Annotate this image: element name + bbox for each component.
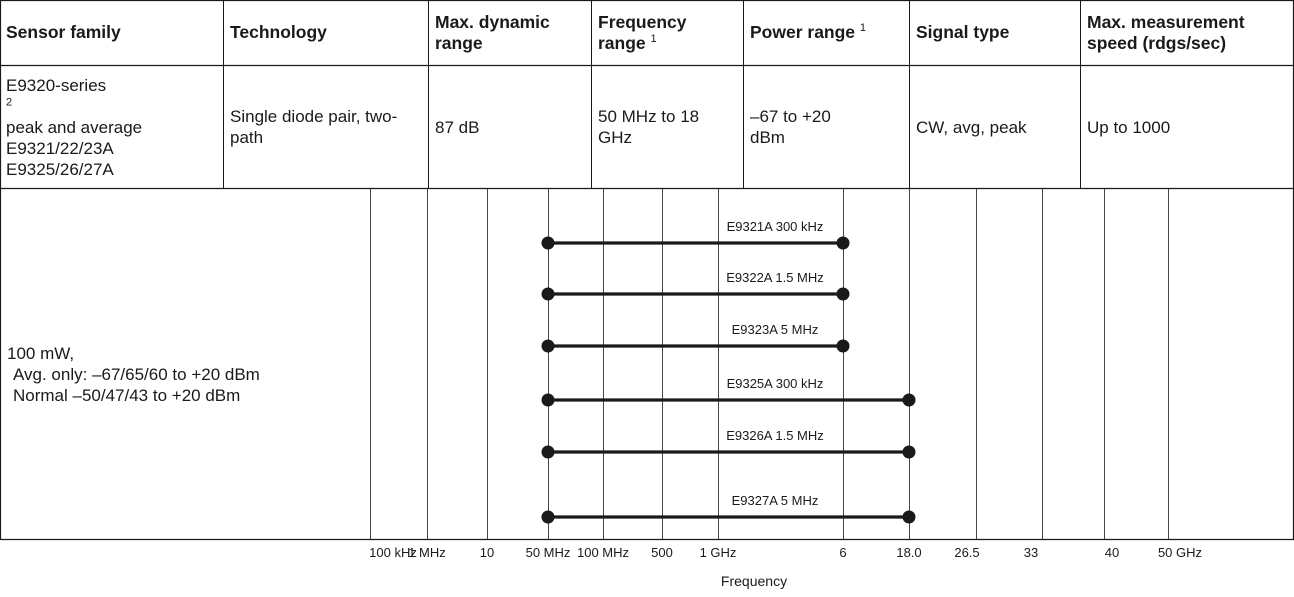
- series-e9322a: E9322A 1.5 MHz: [541, 270, 850, 301]
- cell-technology: Single diode pair, two-path: [224, 66, 414, 188]
- signal-type-value: CW, avg, peak: [916, 117, 1027, 137]
- footnote-marker: 2: [6, 95, 13, 108]
- x-tick-label: 26.5: [954, 545, 979, 560]
- series-end-point: [902, 393, 916, 407]
- series-end-point: [902, 510, 916, 524]
- series-e9321a: E9321A 300 kHz: [541, 219, 850, 250]
- footnote-marker: 1: [650, 32, 657, 45]
- series-label: E9326A 1.5 MHz: [726, 428, 824, 443]
- series-label: E9327A 5 MHz: [732, 493, 819, 508]
- dynamic-range-value: 87 dB: [435, 117, 480, 137]
- series-start-point: [541, 393, 555, 407]
- x-tick-label: 40: [1105, 545, 1119, 560]
- x-tick-label: 50 MHz: [526, 545, 571, 560]
- technology-value: Single diode pair, two-path: [230, 107, 398, 147]
- cell-speed: Up to 1000: [1081, 66, 1294, 188]
- header-frequency-range: Frequency range 1: [592, 0, 742, 65]
- series-start-point: [541, 510, 555, 524]
- header-technology: Technology: [224, 0, 428, 65]
- series-label: E9322A 1.5 MHz: [726, 270, 824, 285]
- power-range-value: –67 to +20 dBm: [750, 107, 831, 147]
- header-signal-type: Signal type: [910, 0, 1080, 65]
- series-e9327a: E9327A 5 MHz: [541, 493, 916, 524]
- header-dynamic-range: Max. dynamic range: [429, 0, 589, 65]
- series-end-point: [836, 287, 850, 301]
- cell-frequency-range: 50 MHz to 18 GHz: [592, 66, 712, 188]
- series-e9323a: E9323A 5 MHz: [541, 322, 850, 353]
- x-tick-label: 1 MHz: [408, 545, 446, 560]
- x-tick-label: 500: [651, 545, 673, 560]
- x-tick-label: 100 MHz: [577, 545, 629, 560]
- series-start-point: [541, 236, 555, 250]
- sensor-family-line1: E9320-series: [6, 75, 107, 95]
- chart-grid-lines: [370, 189, 1169, 539]
- x-tick-label: 33: [1024, 545, 1038, 560]
- header-label: Max. measurement speed (rdgs/sec): [1087, 11, 1245, 53]
- series-end-point: [836, 339, 850, 353]
- header-label: Power range: [750, 22, 856, 42]
- frequency-range-value: 50 MHz to 18 GHz: [598, 107, 700, 147]
- series-label: E9325A 300 kHz: [727, 376, 824, 391]
- cell-sensor-family: E9320-series 2 peak and average E9321/22/…: [0, 66, 223, 188]
- header-label: Max. dynamic range: [435, 11, 550, 53]
- series-label: E9321A 300 kHz: [727, 219, 824, 234]
- row-label-line2: Avg. only: –67/65/60 to +20 dBm: [13, 365, 260, 384]
- header-label: Frequency range: [598, 11, 687, 53]
- row-label-line3: Normal –50/47/43 to +20 dBm: [13, 386, 241, 405]
- header-label: Sensor family: [6, 22, 121, 42]
- x-tick-label: 6: [839, 545, 846, 560]
- cell-power-range: –67 to +20 dBm: [744, 66, 864, 188]
- sensor-family-line4: E9325/26/27A: [6, 159, 114, 179]
- spec-table: Sensor family Technology Max. dynamic ra…: [0, 0, 1294, 188]
- series-start-point: [541, 287, 555, 301]
- series-end-point: [836, 236, 850, 250]
- x-tick-label: 50 GHz: [1158, 545, 1202, 560]
- chart-row-label: 100 mW, Avg. only: –67/65/60 to +20 dBm …: [7, 343, 260, 406]
- header-speed: Max. measurement speed (rdgs/sec): [1081, 0, 1294, 65]
- sensor-family-line2: peak and average: [6, 117, 143, 137]
- header-sensor-family: Sensor family: [0, 0, 223, 65]
- series-e9325a: E9325A 300 kHz: [541, 376, 916, 407]
- header-label: Technology: [230, 22, 327, 42]
- cell-signal-type: CW, avg, peak: [910, 66, 1080, 188]
- speed-value: Up to 1000: [1087, 117, 1171, 137]
- series-end-point: [902, 445, 916, 459]
- row-label-line1: 100 mW,: [7, 344, 75, 363]
- x-tick-label: 10: [480, 545, 494, 560]
- header-power-range: Power range 1: [744, 0, 909, 65]
- x-tick-label: 100 kHz: [369, 545, 417, 560]
- cell-dynamic-range: 87 dB: [429, 66, 589, 188]
- footnote-marker: 1: [859, 22, 867, 35]
- series-e9326a: E9326A 1.5 MHz: [541, 428, 916, 459]
- x-axis-label: Frequency: [721, 573, 787, 589]
- series-start-point: [541, 339, 555, 353]
- x-tick-label: 18.0: [896, 545, 921, 560]
- series-start-point: [541, 445, 555, 459]
- x-tick-label: 1 GHz: [700, 545, 737, 560]
- series-label: E9323A 5 MHz: [732, 322, 819, 337]
- sensor-family-line3: E9321/22/23A: [6, 138, 114, 158]
- header-label: Signal type: [916, 22, 1010, 42]
- chart-series-group: E9321A 300 kHz E9322A 1.5 MHz E9323A 5 MHz…: [541, 219, 916, 524]
